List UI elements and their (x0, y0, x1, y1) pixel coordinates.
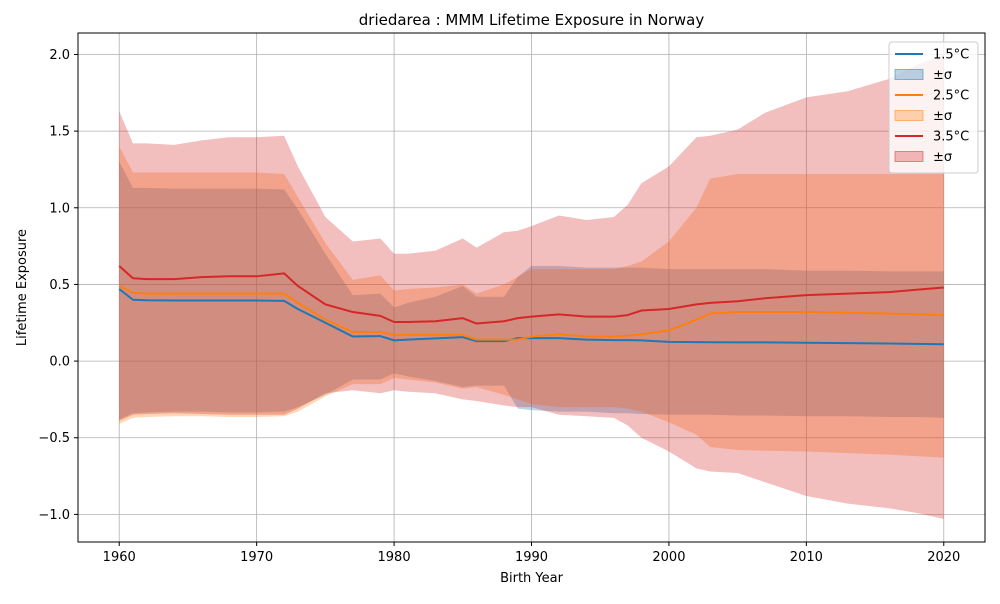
x-tick-label: 2000 (652, 550, 685, 565)
y-axis-label: Lifetime Exposure (15, 229, 30, 346)
y-tick-label: 1.5 (49, 125, 70, 140)
legend-band-2-5-c-swatch (894, 110, 924, 121)
x-tick-label: 2010 (790, 550, 823, 565)
axis-ticks: 1960 1970 1980 1990 2000 2010 2020 −1.0 −0.5 0.0 0… (38, 48, 960, 565)
x-tick-label: 1980 (378, 550, 411, 565)
y-tick-label: 0.0 (49, 355, 70, 370)
band-1-5-c (119, 161, 944, 420)
legend-line-3-5-c-label: 3.5°C (933, 130, 969, 145)
x-tick-label: 1960 (103, 550, 136, 565)
sigma-bands (119, 54, 944, 520)
legend-band-3-5-c-swatch (894, 151, 924, 162)
legend-band-3-5-c-label: ±σ (933, 150, 952, 165)
x-tick-label: 1970 (240, 550, 273, 565)
legend-band-1-5-c-swatch (894, 69, 924, 80)
legend-box (888, 41, 979, 174)
legend-line-1-5-c-label: 1.5°C (933, 48, 969, 63)
y-tick-label: −0.5 (38, 431, 70, 446)
line-1-5-c (118, 288, 944, 346)
legend-band-2-5-c-label: ±σ (933, 109, 952, 124)
y-tick-label: 1.0 (49, 201, 70, 216)
grid (78, 33, 985, 542)
legend: 1.5°C ±σ 2.5°C ±σ 3.5°C ±σ (888, 41, 979, 174)
line-2-5-c (118, 285, 944, 341)
legend-band-1-5-c-label: ±σ (933, 68, 952, 83)
y-tick-label: 2.0 (49, 48, 70, 63)
legend-line-2-5-c-label: 2.5°C (933, 89, 969, 104)
x-tick-label: 1990 (515, 550, 548, 565)
y-tick-label: −1.0 (38, 508, 70, 523)
chart-title: driedarea : MMM Lifetime Exposure in Nor… (359, 11, 705, 29)
y-tick-label: 0.5 (49, 278, 70, 293)
line-3-5-c (118, 265, 944, 325)
x-tick-label: 2020 (927, 550, 960, 565)
band-3-5-c (119, 54, 944, 520)
x-axis-label: Birth Year (500, 571, 564, 586)
mean-lines (118, 265, 944, 346)
band-2-5-c (119, 146, 944, 458)
